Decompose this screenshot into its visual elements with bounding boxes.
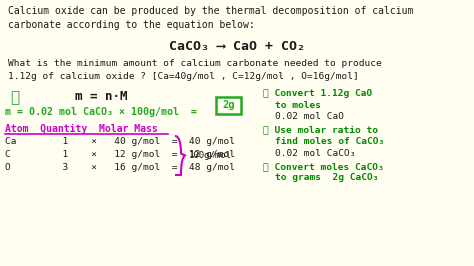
Text: Ca        1    ×   40 g/mol  =  40 g/mol: Ca 1 × 40 g/mol = 40 g/mol bbox=[5, 137, 235, 146]
Text: 2g: 2g bbox=[223, 100, 235, 110]
Text: C         1    ×   12 g/mol  =  12 g/mol: C 1 × 12 g/mol = 12 g/mol bbox=[5, 150, 235, 159]
Text: 100g/mol: 100g/mol bbox=[189, 151, 232, 160]
Text: ③ Convert moles CaCO₃: ③ Convert moles CaCO₃ bbox=[263, 162, 384, 171]
Text: What is the minimum amount of calcium carbonate needed to produce
1.12g of calci: What is the minimum amount of calcium ca… bbox=[8, 59, 382, 81]
Text: to grams  2g CaCO₃: to grams 2g CaCO₃ bbox=[275, 173, 379, 182]
Text: O         3    ×   16 g/mol  =  48 g/mol: O 3 × 16 g/mol = 48 g/mol bbox=[5, 163, 235, 172]
Text: ➃: ➃ bbox=[10, 90, 19, 105]
Text: to moles: to moles bbox=[275, 101, 321, 110]
Text: 0.02 mol CaO: 0.02 mol CaO bbox=[275, 112, 344, 121]
Text: Atom  Quantity  Molar Mass: Atom Quantity Molar Mass bbox=[5, 124, 158, 134]
Text: find moles of CaCO₃: find moles of CaCO₃ bbox=[275, 137, 384, 146]
Text: 0.02 mol CaCO₃: 0.02 mol CaCO₃ bbox=[275, 148, 356, 157]
FancyBboxPatch shape bbox=[217, 97, 241, 114]
Text: ① Convert 1.12g CaO: ① Convert 1.12g CaO bbox=[263, 89, 372, 98]
Text: m = 0.02 mol CaCO₃ × 100g/mol  =: m = 0.02 mol CaCO₃ × 100g/mol = bbox=[5, 107, 203, 117]
Text: Calcium oxide can be produced by the thermal decomposition of calcium
carbonate : Calcium oxide can be produced by the the… bbox=[8, 6, 413, 30]
Text: m = n·M: m = n·M bbox=[75, 90, 128, 103]
Text: ② Use molar ratio to: ② Use molar ratio to bbox=[263, 126, 378, 135]
Text: CaCO₃ ⟶ CaO + CO₂: CaCO₃ ⟶ CaO + CO₂ bbox=[169, 40, 305, 53]
